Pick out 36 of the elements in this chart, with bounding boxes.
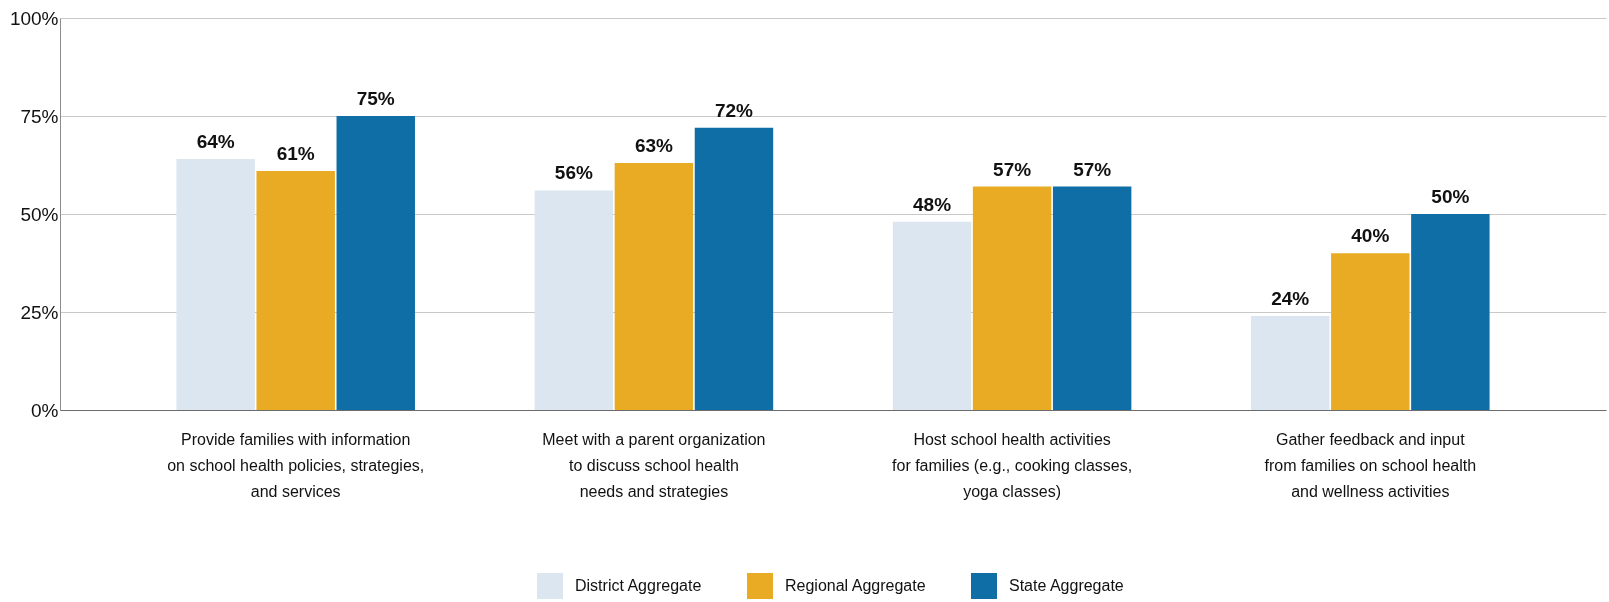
x-tick-label: Meet with a parent organization to discuss school health needs and strategies bbox=[542, 430, 766, 500]
bar bbox=[534, 190, 614, 410]
bar bbox=[694, 127, 774, 410]
legend-label: District Aggregate bbox=[575, 577, 702, 594]
bar bbox=[1411, 214, 1490, 410]
bar bbox=[1251, 315, 1330, 410]
bar bbox=[614, 163, 694, 410]
legend-label: Regional Aggregate bbox=[785, 577, 926, 594]
x-tick-label: Provide families with information on school health policies, strategies, and services bbox=[167, 430, 425, 500]
data-label: 48% bbox=[913, 193, 952, 215]
x-tick-label: Gather feedback and input from families on school health and wellness activities bbox=[1264, 430, 1477, 500]
y-tick-label: 25% bbox=[20, 301, 59, 323]
data-label: 50% bbox=[1431, 186, 1470, 207]
data-label: 64% bbox=[196, 131, 235, 153]
data-label: 72% bbox=[714, 99, 754, 121]
bar bbox=[176, 159, 255, 410]
y-tick-label: 0% bbox=[31, 399, 59, 421]
y-tick-label: 75% bbox=[20, 105, 59, 127]
bar bbox=[256, 170, 335, 410]
y-tick-label: 50% bbox=[20, 203, 59, 225]
data-label: 24% bbox=[1271, 287, 1310, 309]
data-label: 57% bbox=[1073, 158, 1112, 180]
data-label: 40% bbox=[1351, 225, 1390, 247]
bar bbox=[1052, 186, 1132, 410]
data-label: 56% bbox=[554, 162, 593, 184]
legend-label: State Aggregate bbox=[1009, 577, 1124, 594]
y-tick-label: 100% bbox=[9, 7, 59, 29]
bar bbox=[1331, 253, 1410, 410]
bar bbox=[972, 186, 1052, 410]
bar bbox=[892, 221, 972, 410]
data-label: 75% bbox=[356, 88, 395, 109]
bar bbox=[336, 116, 415, 410]
data-label: 57% bbox=[993, 158, 1032, 180]
x-tick-label: Host school health activities for families (e.g., cooking classes, yoga classes) bbox=[892, 430, 1133, 500]
data-label: 63% bbox=[634, 135, 674, 157]
data-label: 61% bbox=[276, 142, 315, 164]
